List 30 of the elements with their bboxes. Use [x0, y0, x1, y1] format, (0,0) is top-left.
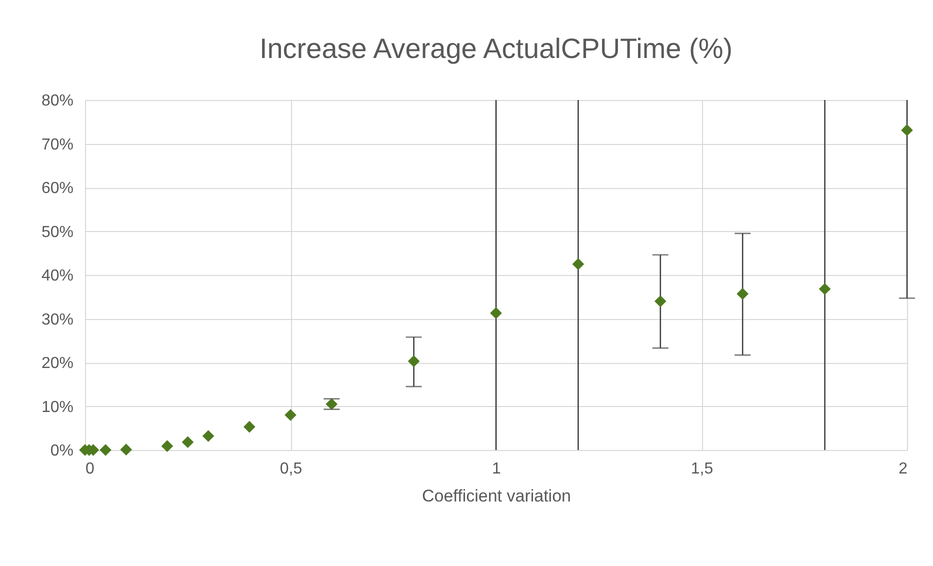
x-tick-label: 0	[86, 460, 94, 478]
point	[818, 283, 831, 295]
x-tick-label: 0,5	[280, 460, 302, 478]
y-tick-label: 0%	[50, 442, 74, 460]
point	[284, 409, 296, 421]
x-axis-title: Coefficient variation	[422, 486, 571, 506]
x-tick-label: 2	[898, 460, 908, 478]
y-tick-label: 10%	[41, 398, 74, 416]
point	[408, 355, 420, 368]
point	[901, 124, 913, 136]
chart-title: Increase Average ActualCPUTime (%)	[259, 33, 733, 64]
point	[161, 440, 174, 452]
y-tick-label: 70%	[41, 136, 74, 154]
point	[572, 258, 584, 270]
y-tick-label: 80%	[41, 92, 74, 110]
point	[654, 295, 666, 308]
x-tick-label: 1,5	[690, 460, 714, 478]
point	[120, 444, 132, 456]
y-tick-label: 20%	[41, 355, 74, 372]
point	[182, 436, 194, 448]
y-tick-label: 30%	[41, 311, 74, 328]
point	[243, 420, 256, 433]
point	[100, 444, 112, 456]
point	[736, 288, 749, 300]
point	[202, 430, 214, 442]
y-tick-label: 50%	[41, 224, 74, 241]
point	[490, 307, 502, 319]
y-tick-label: 60%	[41, 180, 74, 197]
y-tick-label: 40%	[41, 268, 74, 284]
x-tick-label: 1	[492, 460, 502, 478]
